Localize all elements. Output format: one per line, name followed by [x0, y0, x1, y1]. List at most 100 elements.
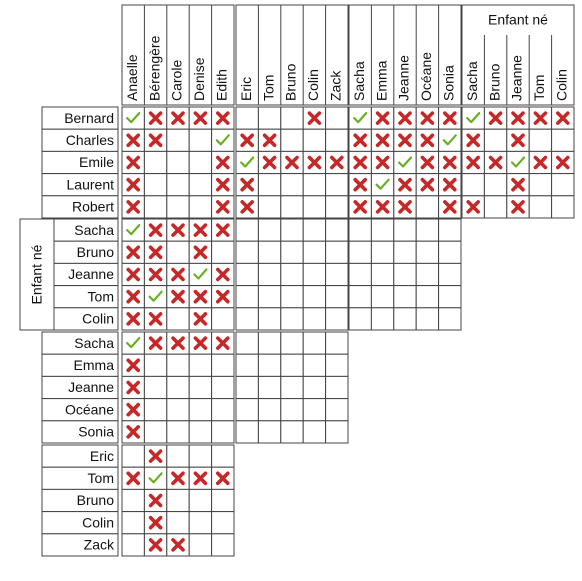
cell	[143, 398, 168, 422]
cross-mark	[171, 223, 185, 237]
cell	[166, 150, 190, 175]
cross-mark	[126, 402, 140, 417]
row-label: Tom	[88, 288, 114, 304]
row-label: Sonia	[78, 424, 114, 440]
cell	[257, 218, 282, 242]
cell	[121, 106, 145, 130]
cell	[143, 375, 168, 400]
cell	[280, 240, 304, 264]
row-label: Eric	[90, 448, 114, 464]
cross-mark	[262, 133, 277, 148]
cross-mark	[193, 289, 208, 304]
cell	[143, 195, 168, 219]
cell	[121, 331, 145, 355]
cell	[302, 353, 327, 377]
cell	[483, 173, 508, 197]
cross-mark	[375, 111, 390, 125]
cell	[188, 420, 213, 444]
cell	[438, 240, 462, 264]
cell	[302, 262, 327, 287]
cross-mark	[148, 267, 163, 282]
cross-mark	[193, 471, 208, 486]
cell	[166, 444, 190, 468]
cell	[188, 533, 213, 557]
cross-mark	[216, 111, 230, 125]
cell	[528, 128, 553, 152]
cell	[438, 128, 462, 152]
check-mark	[215, 134, 230, 146]
cross-mark	[420, 111, 435, 125]
cell	[143, 353, 168, 377]
cell	[370, 240, 395, 264]
cell	[393, 150, 417, 175]
column-group-box	[121, 4, 235, 106]
cell	[166, 173, 190, 197]
cross-mark	[171, 336, 185, 350]
cell	[370, 307, 395, 331]
cell	[188, 353, 213, 377]
cross-mark	[240, 133, 254, 148]
cross-mark	[148, 515, 163, 530]
row-label: Emma	[74, 357, 115, 373]
row-label: Bruno	[77, 244, 115, 260]
cell	[302, 285, 327, 309]
column-label: Jeanne	[509, 55, 525, 101]
cell	[461, 106, 485, 130]
cross-mark	[511, 177, 525, 192]
cell	[325, 128, 349, 152]
cell	[257, 195, 282, 219]
cross-mark	[420, 177, 435, 192]
cross-mark	[262, 155, 277, 170]
cross-mark	[148, 245, 163, 260]
cell	[211, 353, 235, 377]
cross-mark	[353, 133, 367, 148]
cell	[325, 285, 349, 309]
cell	[348, 218, 372, 242]
cross-mark	[511, 200, 525, 214]
cell	[438, 285, 462, 309]
column-label: Bérengère	[146, 35, 162, 101]
row-label-box	[41, 195, 119, 219]
cell	[348, 106, 372, 130]
cell	[415, 195, 440, 219]
check-mark	[148, 290, 163, 302]
cross-mark	[126, 155, 140, 170]
cross-mark	[171, 267, 185, 282]
cell	[257, 285, 282, 309]
cell	[143, 466, 168, 490]
check-mark	[397, 156, 413, 168]
cell	[143, 285, 168, 309]
cross-mark	[193, 312, 208, 326]
cross-mark	[193, 111, 208, 125]
cell	[211, 307, 235, 331]
row-label: Robert	[72, 199, 114, 215]
cell	[325, 331, 349, 355]
cell	[211, 375, 235, 400]
cross-mark	[285, 155, 299, 170]
cell	[325, 307, 349, 331]
cell	[235, 331, 259, 355]
cell	[166, 375, 190, 400]
cell	[280, 106, 304, 130]
cross-mark	[216, 223, 230, 237]
cell	[438, 307, 462, 331]
cell	[302, 307, 327, 331]
cell	[166, 420, 190, 444]
cell	[257, 331, 282, 355]
cross-mark	[240, 200, 254, 214]
cell	[280, 195, 304, 219]
cross-mark	[353, 155, 367, 170]
cell	[188, 262, 213, 287]
row-label: Océane	[65, 401, 114, 417]
cell	[211, 511, 235, 535]
cell	[211, 533, 235, 557]
cell	[257, 307, 282, 331]
cross-mark	[511, 133, 525, 148]
cross-mark	[216, 289, 230, 304]
cell	[235, 106, 259, 130]
row-label: Jeanne	[68, 266, 114, 282]
cross-mark	[126, 177, 140, 192]
cell	[211, 488, 235, 513]
cross-mark	[556, 111, 570, 125]
column-label: Sacha	[464, 61, 480, 101]
